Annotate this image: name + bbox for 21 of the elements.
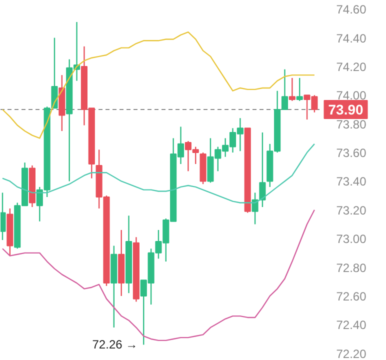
y-tick-label: 74.00	[336, 88, 367, 103]
annotation: 72.26 →	[92, 338, 138, 352]
y-tick-label: 72.80	[336, 260, 367, 275]
y-tick-label: 72.40	[336, 318, 367, 332]
candlestick	[259, 132, 266, 208]
y-tick-label: 73.00	[336, 232, 367, 246]
y-tick-label: 73.80	[336, 117, 367, 132]
line-series	[2, 31, 316, 139]
line-series	[2, 209, 316, 342]
y-tick-label: 74.60	[336, 2, 367, 17]
y-tick-label: 74.40	[336, 31, 367, 46]
candlestick	[288, 77, 296, 102]
y-tick-label: 72.60	[336, 289, 367, 304]
candlestick	[0, 192, 6, 241]
y-tick-label: 72.20	[336, 346, 367, 360]
ref-line-label: 73.90	[328, 102, 364, 118]
candlestick	[296, 77, 303, 102]
y-tick-label: 73.40	[336, 174, 367, 189]
y-tick-label: 73.60	[336, 146, 367, 160]
y-tick-label: 73.20	[336, 203, 367, 218]
y-tick-label: 74.20	[336, 60, 367, 74]
